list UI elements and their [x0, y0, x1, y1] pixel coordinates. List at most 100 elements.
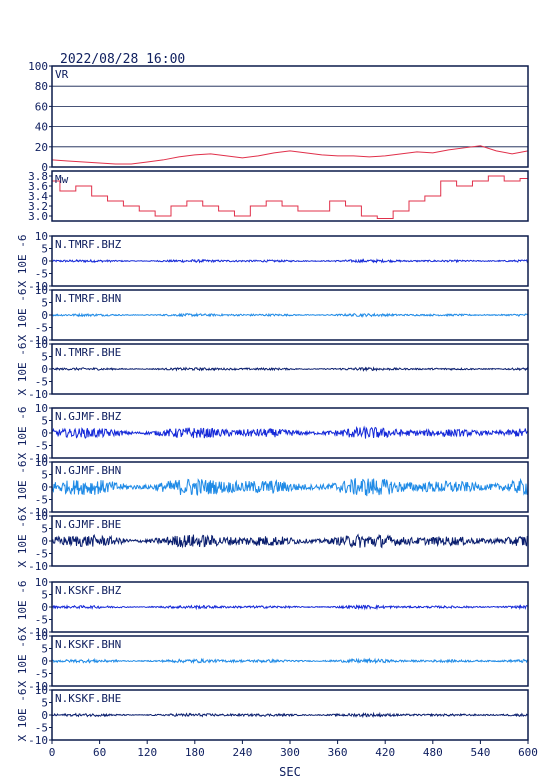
y-tick-label: 10 — [35, 230, 48, 243]
panel-label: N.KSKF.BHN — [55, 638, 121, 651]
panel-label: N.TMRF.BHE — [55, 346, 121, 359]
y-tick-label: 10 — [35, 510, 48, 523]
data-trace — [51, 258, 528, 264]
panel-label: N.TMRF.BHN — [55, 292, 121, 305]
y-axis-title: X 10E -6 — [16, 689, 29, 742]
y-tick-label: 0 — [41, 363, 48, 376]
x-tick-label: 300 — [280, 746, 300, 759]
y-tick-label: 3.4 — [28, 190, 48, 203]
y-tick-label: 60 — [35, 100, 48, 113]
data-trace — [51, 145, 529, 165]
y-tick-label: 5 — [41, 469, 48, 482]
x-axis-title: SEC — [279, 765, 301, 779]
y-tick-label: 0 — [41, 427, 48, 440]
y-axis-title: X 10E -6 — [16, 289, 29, 342]
y-tick-label: 10 — [35, 684, 48, 697]
panel-label: N.GJMF.BHN — [55, 464, 121, 477]
panel-label: N.KSKF.BHE — [55, 692, 121, 705]
y-tick-label: 80 — [35, 80, 48, 93]
x-tick-label: 420 — [375, 746, 395, 759]
panel-label: VR — [55, 68, 69, 81]
data-trace — [51, 711, 529, 719]
y-tick-label: 5 — [41, 589, 48, 602]
data-trace — [51, 366, 529, 372]
data-trace — [51, 604, 529, 611]
y-tick-label: 0 — [41, 709, 48, 722]
y-tick-label: -5 — [35, 268, 48, 281]
y-tick-label: 5 — [41, 523, 48, 536]
panel-frame — [51, 289, 529, 341]
x-tick-label: 0 — [49, 746, 56, 759]
y-axis-title: X 10E -6 — [16, 343, 29, 396]
y-tick-label: 100 — [28, 60, 48, 73]
panel-frame — [51, 343, 529, 395]
data-trace — [51, 657, 528, 665]
y-tick-label: -5 — [35, 614, 48, 627]
y-tick-label: -5 — [35, 440, 48, 453]
x-tick-label: 480 — [423, 746, 443, 759]
y-axis-title: X 10E -6 — [16, 515, 29, 568]
y-tick-label: 5 — [41, 643, 48, 656]
panel-frame — [51, 635, 529, 687]
panel-frame — [51, 235, 529, 287]
datetime-label: 2022/08/28 16:00 — [60, 52, 185, 67]
y-tick-label: -10 — [28, 626, 48, 639]
y-tick-label: 10 — [35, 456, 48, 469]
y-tick-label: 0 — [41, 309, 48, 322]
y-tick-label: -5 — [35, 322, 48, 335]
data-trace — [52, 175, 528, 219]
y-tick-label: 3.8 — [28, 170, 48, 183]
panel-frame — [51, 461, 529, 513]
panel-label: N.GJMF.BHZ — [55, 410, 122, 423]
panel-frame — [51, 65, 529, 168]
data-trace — [51, 533, 529, 549]
y-tick-label: 10 — [35, 338, 48, 351]
y-tick-label: -10 — [28, 506, 48, 519]
panel-label: Mw — [55, 173, 69, 186]
y-axis-title: X 10E -6 — [16, 581, 29, 634]
y-tick-label: -10 — [28, 734, 48, 747]
panel-label: N.KSKF.BHZ — [55, 584, 122, 597]
panel-frame — [51, 170, 529, 222]
y-tick-label: 10 — [35, 576, 48, 589]
panel-label: N.GJMF.BHE — [55, 518, 121, 531]
data-trace — [51, 477, 529, 497]
y-tick-label: -10 — [28, 334, 48, 347]
panel-frame — [51, 407, 529, 459]
x-tick-label: 120 — [137, 746, 157, 759]
y-tick-label: 3.0 — [28, 210, 48, 223]
y-tick-label: 10 — [35, 630, 48, 643]
panel-mw: 3.03.23.43.63.8 Mw — [28, 170, 529, 223]
y-tick-label: 0 — [41, 481, 48, 494]
y-tick-label: 0 — [41, 535, 48, 548]
y-tick-label: 20 — [35, 141, 48, 154]
y-tick-label: 5 — [41, 415, 48, 428]
x-tick-label: 60 — [93, 746, 106, 759]
data-trace — [52, 312, 529, 318]
y-tick-label: 10 — [35, 402, 48, 415]
x-tick-label: 600 — [518, 746, 538, 759]
y-tick-label: 5 — [41, 297, 48, 310]
y-tick-label: -10 — [28, 280, 48, 293]
y-tick-label: 5 — [41, 243, 48, 256]
y-tick-label: -5 — [35, 722, 48, 735]
data-trace — [51, 425, 529, 439]
y-tick-label: 0 — [41, 655, 48, 668]
x-tick-label: 240 — [232, 746, 252, 759]
y-tick-label: 5 — [41, 351, 48, 364]
panel-vr: 0 20 40 60 80 100 VR — [28, 60, 529, 174]
x-tick-label: 180 — [185, 746, 205, 759]
panel-frame — [51, 515, 529, 567]
y-tick-label: -5 — [35, 668, 48, 681]
y-tick-label: 0 — [41, 161, 48, 174]
y-axis-title: X 10E -6 — [16, 461, 29, 514]
x-tick-label: 540 — [470, 746, 490, 759]
